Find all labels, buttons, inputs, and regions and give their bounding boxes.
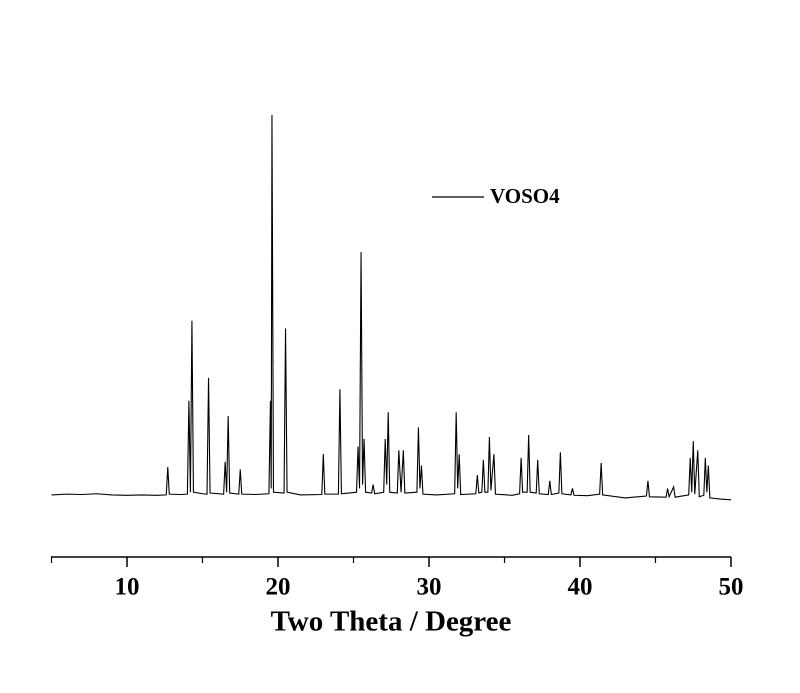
legend-label: VOSO4 xyxy=(490,184,560,208)
x-tick-label: 40 xyxy=(568,574,593,601)
x-tick-label: 20 xyxy=(266,574,291,601)
x-tick-label: 50 xyxy=(719,574,744,601)
series-line xyxy=(51,114,732,501)
x-tick-label: 30 xyxy=(417,574,442,601)
x-tick-label: 10 xyxy=(115,574,140,601)
x-axis-label: Two Theta / Degree xyxy=(271,606,512,638)
